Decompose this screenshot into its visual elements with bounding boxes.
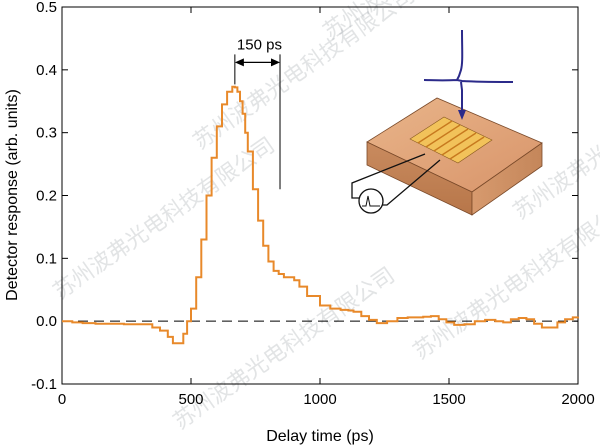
series-line bbox=[62, 85, 579, 345]
annotation-arrowhead-right bbox=[271, 58, 281, 67]
y-tick-label: 0.0 bbox=[36, 313, 57, 330]
block-side-face bbox=[471, 142, 543, 216]
wire-upper bbox=[351, 153, 426, 199]
y-tick-label: -0.1 bbox=[31, 376, 57, 393]
x-tick-label: 500 bbox=[178, 391, 203, 408]
y-tick-label: 0.4 bbox=[36, 62, 57, 79]
annotation-arrowhead-left bbox=[234, 58, 244, 67]
oscilloscope-meter bbox=[358, 188, 384, 214]
x-axis-label: Delay time (ps) bbox=[266, 428, 374, 445]
x-tick-label: 2000 bbox=[561, 391, 594, 408]
y-tick-label: 0.3 bbox=[36, 125, 57, 142]
y-axis-label: Detector response (arb. units) bbox=[4, 89, 21, 301]
thz-pulse-arrowhead bbox=[458, 110, 466, 120]
x-tick-label: 1500 bbox=[432, 391, 465, 408]
watermark-text: 苏州波弗光电科技有限公司 bbox=[169, 263, 400, 435]
annotation-150ps: 150 ps bbox=[234, 36, 282, 190]
annotation-label: 150 ps bbox=[237, 36, 282, 53]
watermark-text: 苏州波弗光电科技有限公司 bbox=[49, 133, 280, 305]
axis-tick-labels: 0 500 1000 1500 2000 -0.1 0.0 0.1 0.2 0.3 0.4 0.5 bbox=[31, 0, 595, 408]
y-tick-label: 0.2 bbox=[36, 188, 57, 205]
y-tick-label: 0.1 bbox=[36, 250, 57, 267]
meter-pulse-icon bbox=[362, 195, 380, 207]
x-tick-label: 0 bbox=[58, 391, 66, 408]
detector-inset-illustration bbox=[351, 29, 543, 216]
x-tick-label: 1000 bbox=[303, 391, 336, 408]
y-tick-label: 0.5 bbox=[36, 0, 57, 16]
watermark-text: 苏州波弗光电科技有限公司 bbox=[409, 193, 600, 365]
watermark: 苏州波弗光电科技有限公司苏州波弗光电科技有限公司苏州波弗光电科技有限公司苏州波弗… bbox=[49, 0, 600, 435]
thz-pulse-waveform bbox=[423, 29, 514, 112]
electrode-fingers bbox=[417, 120, 485, 160]
